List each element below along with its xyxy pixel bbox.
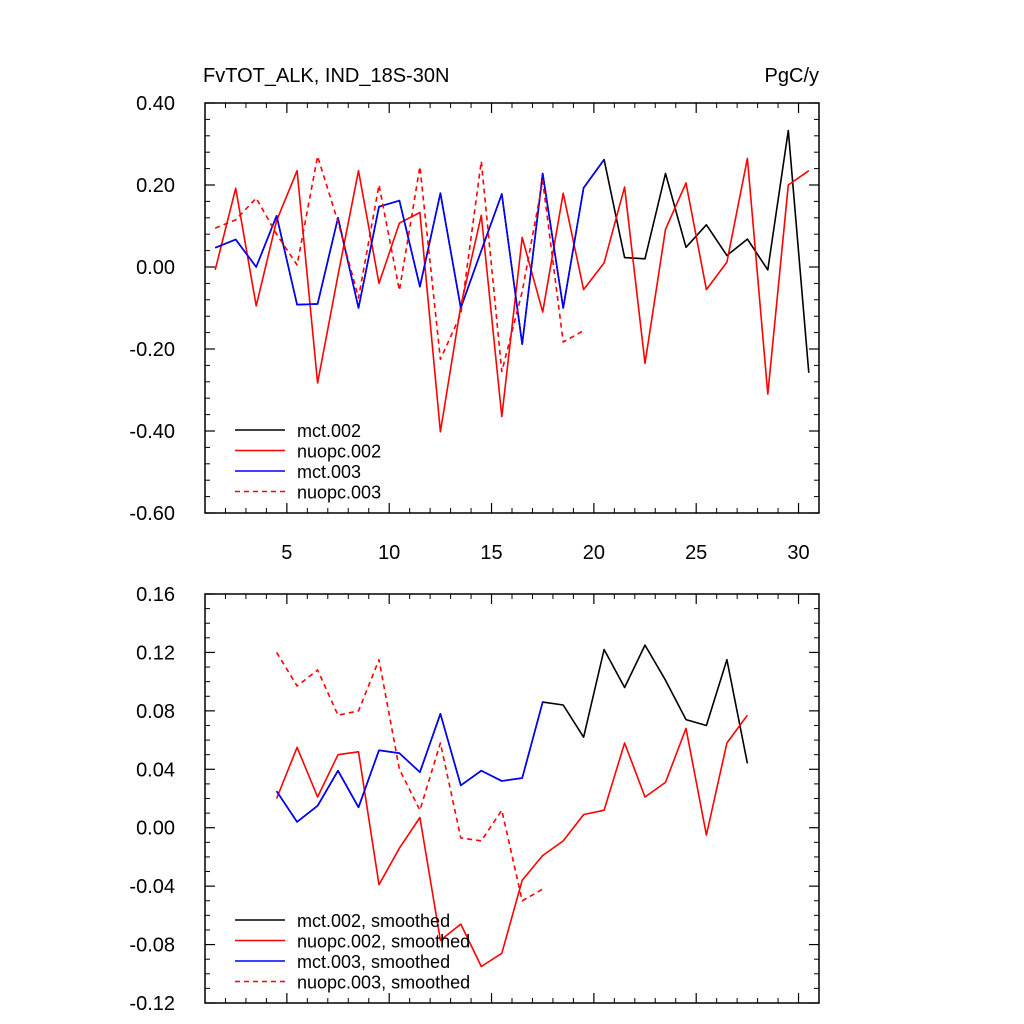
chart2-ytick-label: 0.12 bbox=[136, 642, 175, 664]
chart1-units: PgC/y bbox=[765, 65, 819, 87]
chart1-ytick-label: -0.40 bbox=[129, 421, 175, 443]
chart1-title: FvTOT_ALK, IND_18S-30N bbox=[203, 65, 449, 87]
chart1-xtick-label: 25 bbox=[685, 542, 707, 564]
chart1-legend-label: mct.002 bbox=[297, 421, 361, 441]
chart1-series-nuopc-002 bbox=[214, 157, 810, 433]
chart1-xtick-label: 30 bbox=[787, 542, 809, 564]
chart2-legend-label: mct.003, smoothed bbox=[297, 952, 450, 972]
chart2-ytick-label: 0.04 bbox=[136, 759, 175, 781]
chart1-ytick-label: 0.40 bbox=[136, 93, 175, 115]
chart2-ytick-label: 0.16 bbox=[136, 584, 175, 606]
chart1-xtick-label: 20 bbox=[583, 542, 605, 564]
chart2-ytick-label: 0.00 bbox=[136, 818, 175, 840]
chart2-ytick-label: -0.04 bbox=[129, 876, 175, 898]
chart1-ytick-label: -0.60 bbox=[129, 503, 175, 525]
chart2-ytick-label: 0.08 bbox=[136, 701, 175, 723]
chart1: -0.60 -0.40 -0.20 0.00 0.20 0.40 5 10 15 20 25 30 mc… bbox=[129, 93, 820, 564]
chart2-series-mct-003-smoothed bbox=[275, 701, 544, 823]
chart2-legend-label: mct.002, smoothed bbox=[297, 911, 450, 931]
chart1-series-mct-003 bbox=[214, 159, 605, 345]
chart2: -0.12 -0.08 -0.04 0.00 0.04 0.08 0.12 0.16 mct.0… bbox=[129, 584, 820, 1015]
chart2-ytick-label: -0.08 bbox=[129, 935, 175, 957]
chart2-ytick-label: -0.12 bbox=[129, 993, 175, 1015]
chart2-series-nuopc-003-smoothed bbox=[275, 651, 544, 902]
chart1-xtick-label: 10 bbox=[378, 542, 400, 564]
chart1-ytick-label: 0.00 bbox=[136, 257, 175, 279]
chart1-series-nuopc-003 bbox=[214, 155, 584, 373]
chart1-xtick-label: 5 bbox=[281, 542, 292, 564]
chart2-series-nuopc-002-smoothed bbox=[275, 714, 749, 968]
chart1-legend-label: nuopc.002 bbox=[297, 442, 381, 462]
chart1-ytick-label: 0.20 bbox=[136, 175, 175, 197]
chart1-xtick-label: 15 bbox=[480, 542, 502, 564]
chart1-ytick-label: -0.20 bbox=[129, 339, 175, 361]
chart2-legend-label: nuopc.002, smoothed bbox=[297, 932, 470, 952]
chart1-legend-label: mct.003 bbox=[297, 462, 361, 482]
chart2-series-mct-002-smoothed bbox=[275, 644, 749, 823]
chart2-legend-label: nuopc.003, smoothed bbox=[297, 973, 470, 993]
chart1-legend-label: nuopc.003 bbox=[297, 483, 381, 503]
